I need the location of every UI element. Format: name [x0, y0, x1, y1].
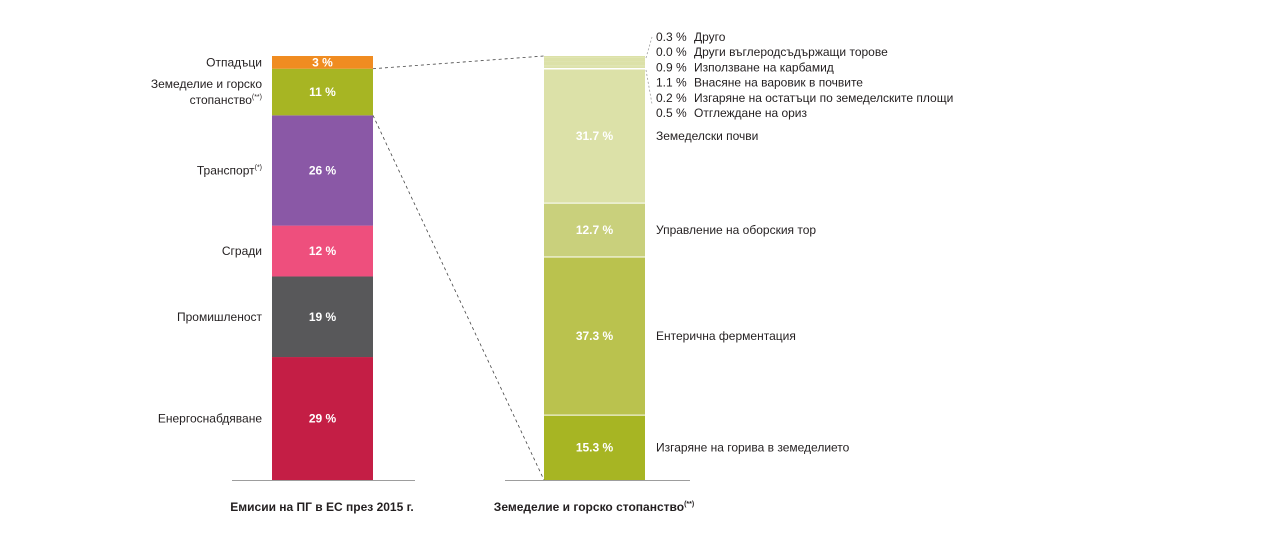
- right-bar-segment-5: [544, 65, 645, 67]
- right-bar-segment-1: [544, 256, 645, 416]
- left-category-label-5: Отпадъци: [206, 55, 262, 69]
- right-small-label-5: Отглеждане на ориз: [694, 106, 808, 120]
- left-chart-title: Емисии на ПГ в ЕС през 2015 г.: [230, 500, 413, 514]
- right-bar-segment-4: [544, 66, 645, 69]
- left-bar-segment-0: [272, 357, 373, 480]
- right-bar-value-2: 12.7 %: [576, 223, 614, 237]
- right-bar-segment-2: [544, 203, 645, 257]
- connector-line-bottom: [372, 115, 545, 481]
- right-small-label-3: Внасяне на варовик в почвите: [694, 76, 863, 90]
- right-bar-value-1: 37.3 %: [576, 329, 614, 343]
- right-chart-title: Земеделие и горско стопанство(**): [494, 500, 694, 514]
- left-bar-segment-3: [272, 115, 373, 226]
- leader-line-top: [645, 36, 653, 59]
- left-bar-segment-1: [272, 276, 373, 358]
- right-small-label-1: Други въглеродсъдържащи торове: [694, 45, 888, 59]
- left-bar-value-4: 11 %: [309, 85, 336, 99]
- right-small-label-4: Изгаряне на остатъци по земеделските пло…: [694, 91, 953, 105]
- right-category-label-3: Земеделски почви: [656, 129, 758, 143]
- right-category-label-2: Управление на оборския тор: [656, 223, 816, 237]
- left-bar-segment-2: [272, 225, 373, 277]
- right-small-value-2: 0.9 %: [656, 60, 687, 74]
- left-bar-value-0: 29 %: [309, 412, 337, 426]
- right-small-value-3: 1.1 %: [656, 76, 687, 90]
- left-category-label-2: Сгради: [222, 244, 262, 258]
- right-bar-segment-6: [544, 61, 645, 66]
- left-bar-value-2: 12 %: [309, 244, 337, 258]
- connector-line-top: [372, 55, 545, 70]
- right-category-label-1: Ентерична ферментация: [656, 329, 796, 343]
- right-category-label-0: Изгаряне на горива в земеделието: [656, 441, 850, 455]
- right-small-value-4: 0.2 %: [656, 91, 687, 105]
- right-bar-value-0: 15.3 %: [576, 441, 614, 455]
- right-bar-value-3: 31.7 %: [576, 129, 614, 143]
- left-bar-value-1: 19 %: [309, 310, 337, 324]
- left-bar-value-5: 3 %: [312, 55, 333, 69]
- right-small-label-2: Използване на карбамид: [694, 60, 834, 74]
- right-bar-segment-0: [544, 415, 645, 480]
- right-small-value-1: 0.0 %: [656, 45, 687, 59]
- right-small-value-5: 0.5 %: [656, 106, 687, 120]
- left-category-label-0: Енергоснабдяване: [158, 412, 262, 426]
- left-category-label-3: Транспорт(*): [197, 163, 262, 177]
- left-category-label-1: Промишленост: [177, 310, 263, 324]
- right-bar-segment-7: [544, 57, 645, 62]
- right-bar-segment-9: [544, 56, 645, 58]
- right-small-label-0: Друго: [694, 30, 726, 44]
- right-small-value-0: 0.3 %: [656, 30, 687, 44]
- left-category-label-4: Земеделие и горско: [151, 77, 262, 91]
- right-bar-segment-3: [544, 68, 645, 204]
- left-category-label-4-line2: стопанство(**): [190, 93, 262, 107]
- left-bar-value-3: 26 %: [309, 163, 337, 177]
- left-bar-segment-5: [272, 56, 373, 69]
- left-bar-segment-4: [272, 68, 373, 116]
- leader-line-bottom: [645, 69, 653, 105]
